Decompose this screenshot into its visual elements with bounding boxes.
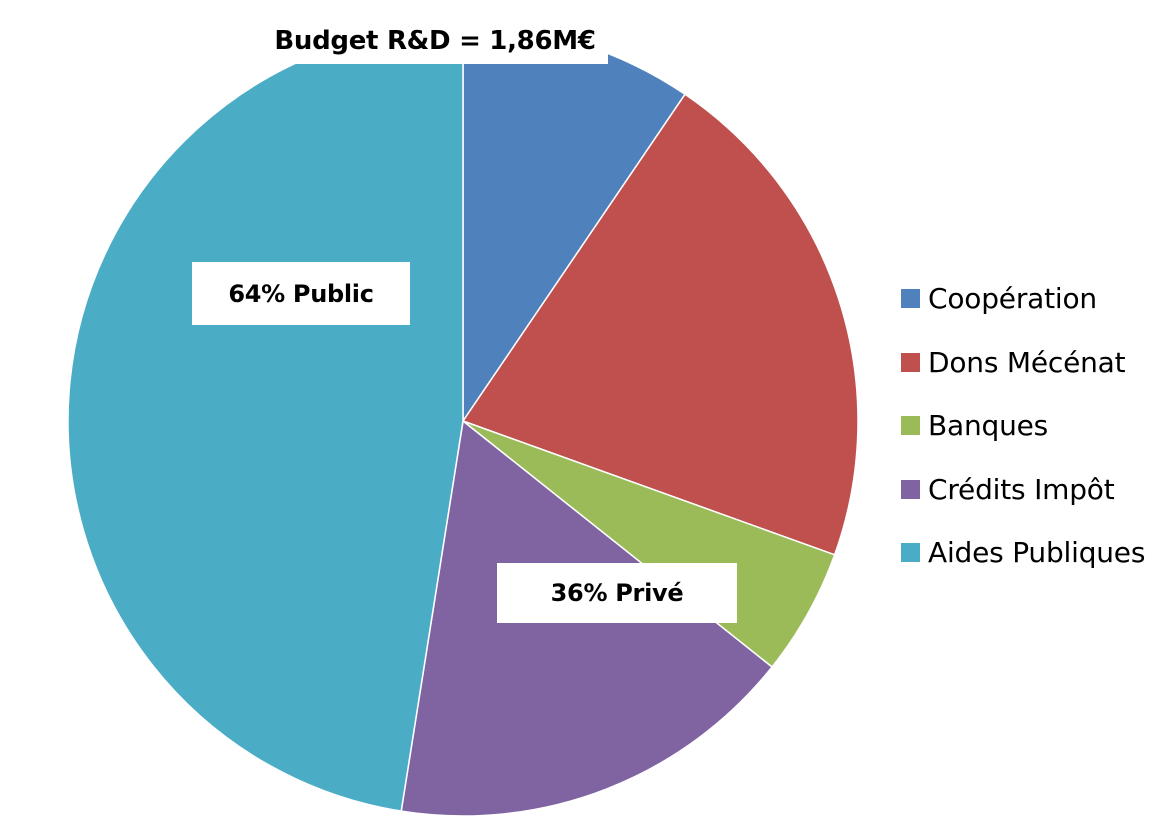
pie-slice-aides-publiques	[67, 25, 464, 812]
legend-item-credits-impot: Crédits Impôt	[901, 458, 1145, 522]
legend-item-cooperation: Coopération	[901, 267, 1145, 331]
pie-slices	[67, 25, 859, 817]
legend-swatch-banques	[901, 416, 920, 436]
legend-label-cooperation: Coopération	[928, 282, 1097, 316]
legend-item-dons-mecenat: Dons Mécénat	[901, 331, 1145, 395]
legend-swatch-credits-impot	[901, 479, 920, 499]
legend-swatch-dons-mecenat	[901, 352, 920, 372]
legend-label-dons-mecenat: Dons Mécénat	[928, 345, 1126, 379]
legend: Coopération Dons Mécénat Banques Crédits…	[901, 267, 1145, 585]
legend-item-aides-publiques: Aides Publiques	[901, 521, 1145, 585]
legend-item-banques: Banques	[901, 394, 1145, 458]
pie-slice-dons-mecenat	[462, 93, 859, 556]
annotation-prive: 36% Privé	[497, 563, 737, 623]
legend-label-credits-impot: Crédits Impôt	[928, 472, 1115, 506]
chart-title: Budget R&D = 1,86M€	[262, 18, 608, 64]
legend-swatch-cooperation	[901, 289, 920, 309]
legend-label-aides-publiques: Aides Publiques	[928, 536, 1146, 570]
legend-label-banques: Banques	[928, 409, 1049, 443]
annotation-public: 64% Public	[192, 262, 410, 325]
legend-swatch-aides-publiques	[901, 543, 920, 563]
